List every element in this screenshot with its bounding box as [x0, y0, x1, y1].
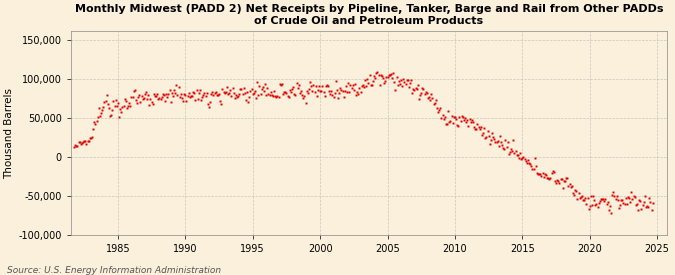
Y-axis label: Thousand Barrels: Thousand Barrels	[4, 87, 14, 178]
Title: Monthly Midwest (PADD 2) Net Receipts by Pipeline, Tanker, Barge and Rail from O: Monthly Midwest (PADD 2) Net Receipts by…	[75, 4, 664, 26]
Text: Source: U.S. Energy Information Administration: Source: U.S. Energy Information Administ…	[7, 266, 221, 275]
